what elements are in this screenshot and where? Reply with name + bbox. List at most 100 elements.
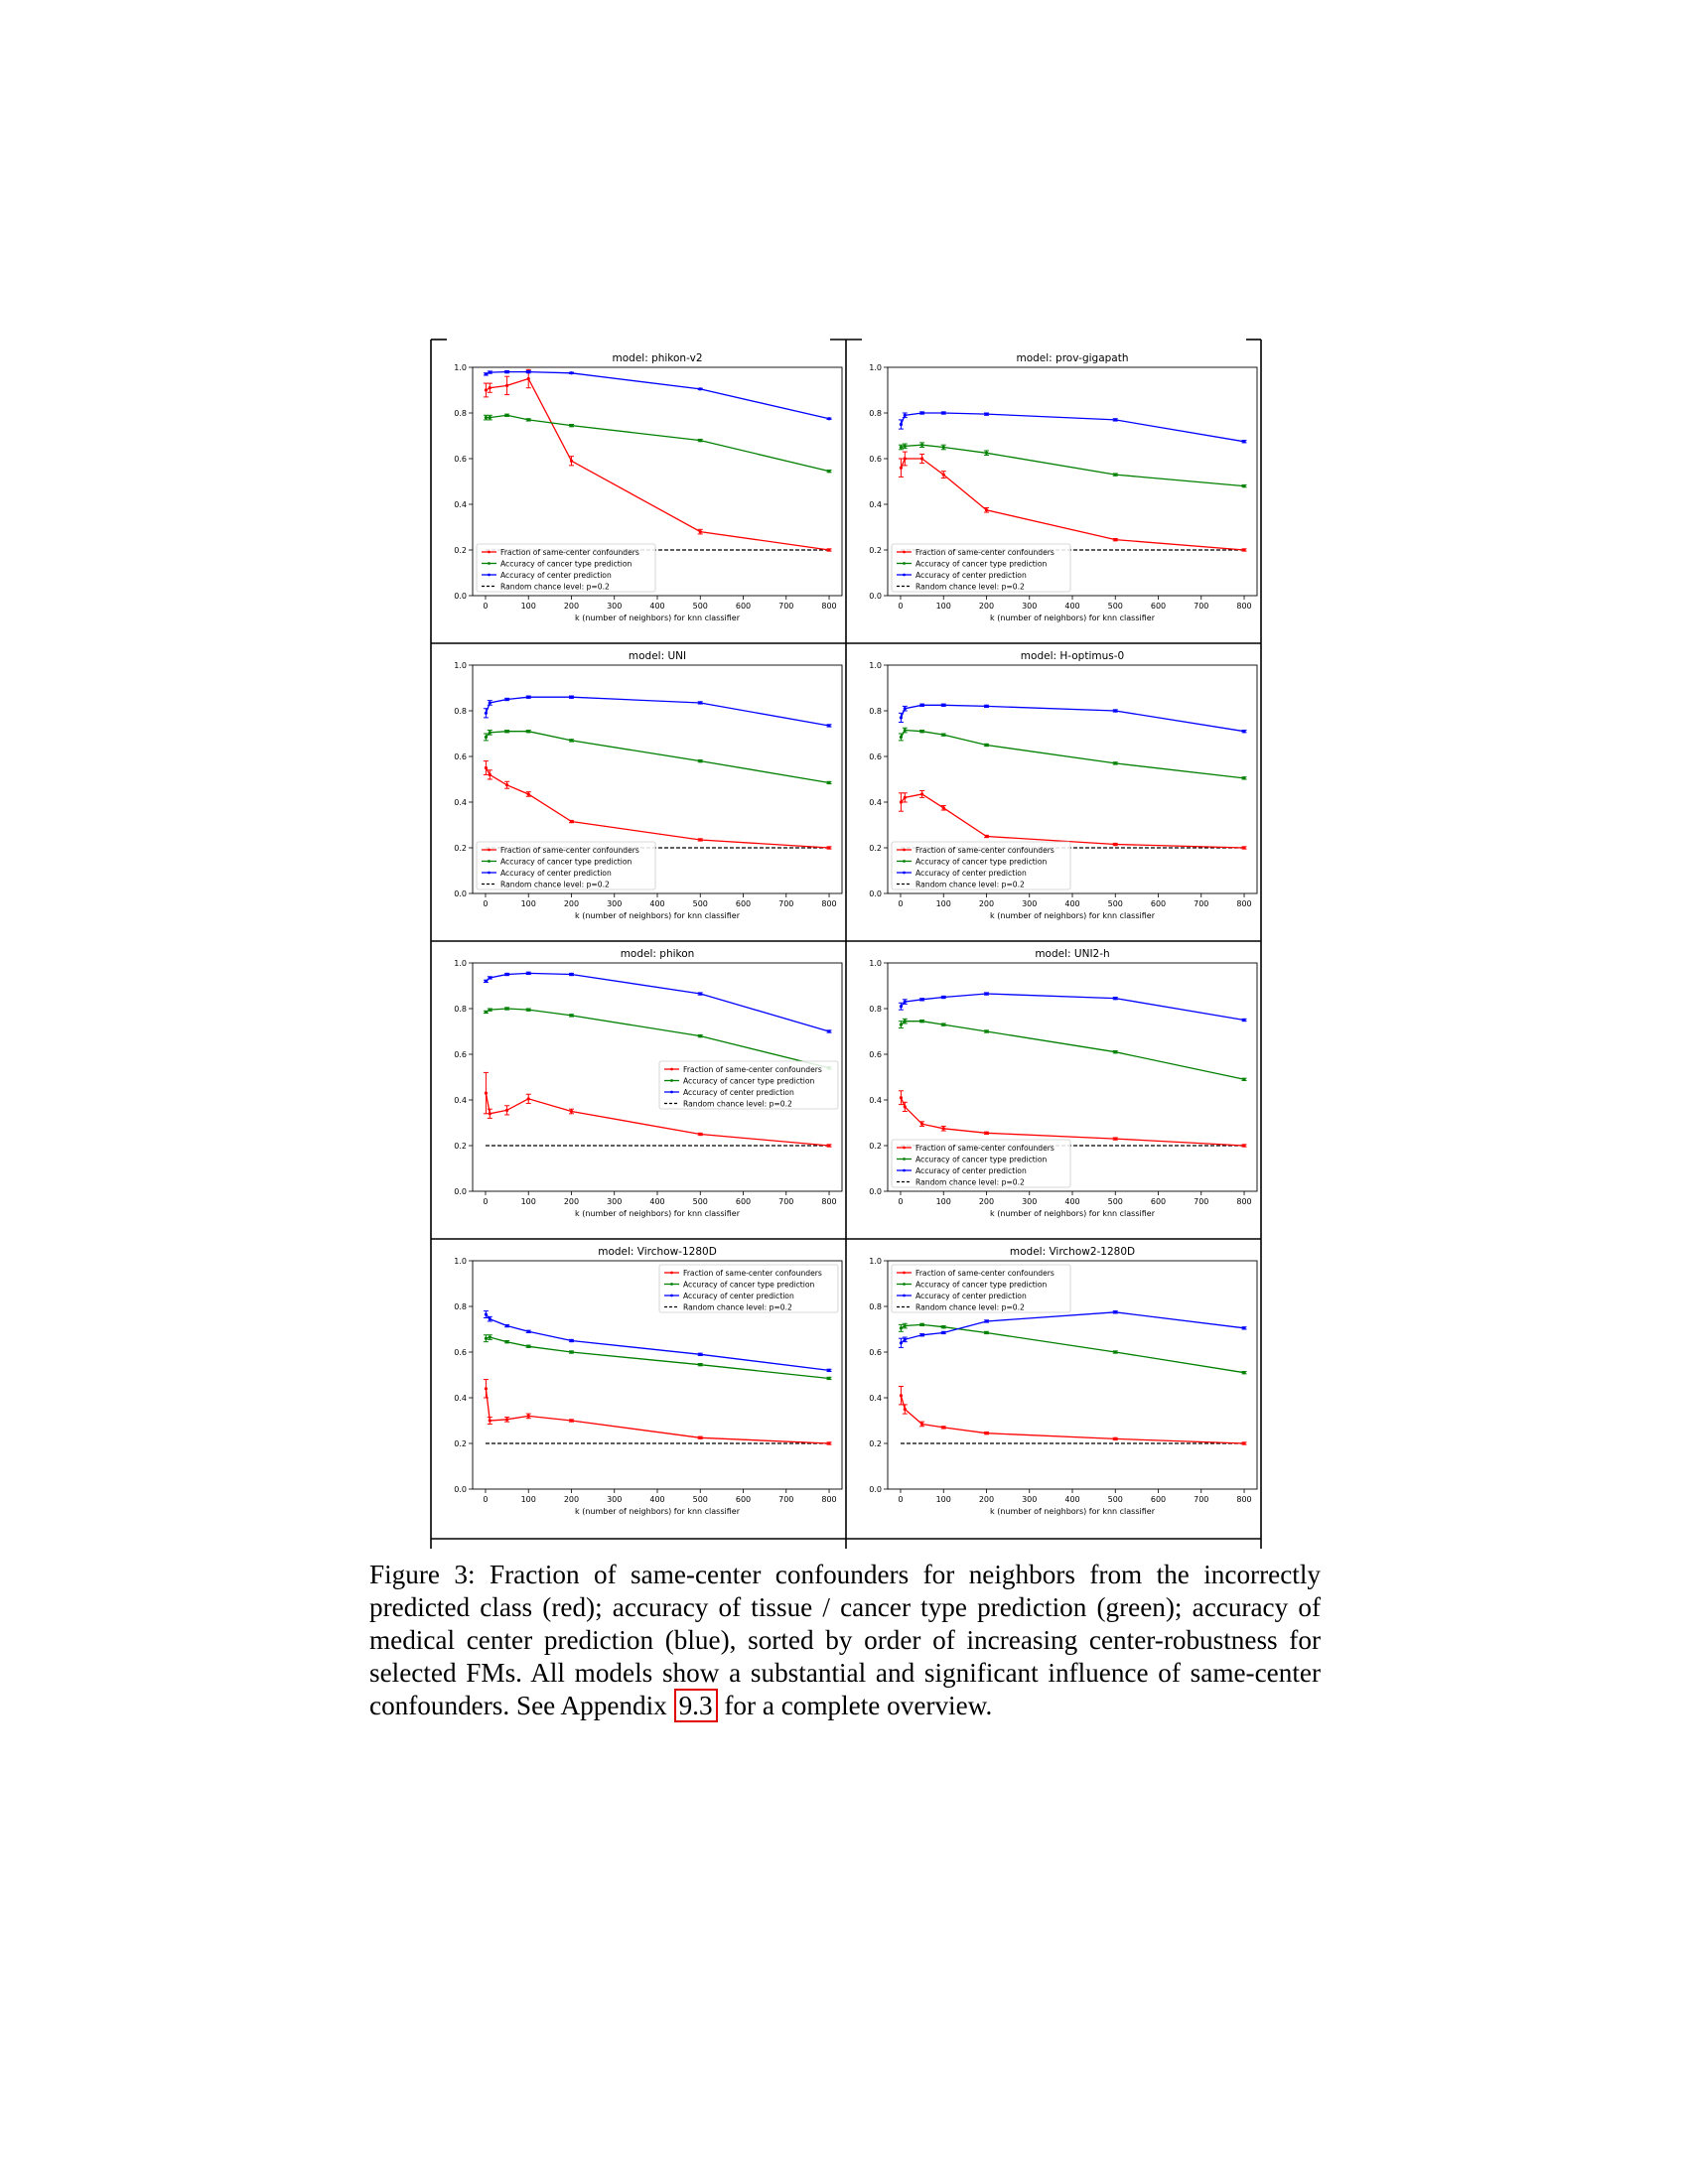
x-tick-label: 200 [979, 1495, 994, 1504]
x-tick-label: 600 [736, 602, 751, 611]
x-tick-label: 300 [607, 899, 622, 908]
y-tick-label: 0.6 [454, 455, 467, 464]
data-point-same_center [1113, 538, 1117, 542]
x-tick-label: 800 [1236, 602, 1251, 611]
data-point-cancer_type [1242, 1371, 1246, 1375]
chart-legend: Fraction of same-center confounders Accur… [476, 543, 656, 593]
legend-marker [903, 562, 906, 565]
data-point-same_center [920, 792, 924, 796]
legend-marker [903, 1158, 906, 1160]
series-line-cancer_type [901, 444, 1245, 487]
legend-label-random: Random chance level: p=0.2 [500, 880, 610, 888]
data-point-cancer_type [920, 1020, 924, 1024]
caption-text: Fraction of same-center confounders for … [369, 1560, 1321, 1720]
data-point-same_center [484, 388, 489, 392]
data-point-cancer_type [899, 1023, 904, 1026]
x-tick-label: 500 [693, 1197, 708, 1206]
y-tick-label: 0.2 [869, 1439, 882, 1448]
x-tick-label: 500 [1108, 899, 1123, 908]
y-tick-label: 0.4 [454, 1394, 467, 1403]
legend-marker [903, 550, 906, 554]
y-tick-label: 0.2 [869, 844, 882, 853]
x-tick-label: 200 [979, 1197, 994, 1206]
data-point-center [899, 716, 904, 720]
data-point-same_center [827, 846, 831, 850]
data-point-same_center [903, 1407, 907, 1412]
data-point-cancer_type [505, 1340, 509, 1344]
data-point-center [941, 703, 945, 707]
x-tick-label: 0 [898, 1495, 903, 1504]
x-tick-label: 700 [778, 602, 793, 611]
x-tick-label: 0 [483, 1495, 488, 1504]
x-tick-label: 700 [1194, 1197, 1208, 1206]
data-point-same_center [984, 1432, 989, 1435]
data-point-cancer_type [488, 1335, 492, 1339]
data-point-cancer_type [1242, 776, 1246, 780]
legend-marker [903, 573, 906, 577]
x-tick-label: 200 [564, 1495, 579, 1504]
legend-marker [670, 1283, 673, 1286]
legend-box [476, 841, 656, 890]
data-point-center [484, 979, 489, 984]
x-tick-label: 700 [778, 1495, 793, 1504]
y-tick-label: 0.8 [454, 707, 467, 716]
legend-label-random: Random chance level: p=0.2 [683, 1302, 792, 1311]
x-tick-label: 0 [483, 899, 488, 908]
y-tick-label: 0.0 [454, 889, 467, 898]
data-point-cancer_type [569, 1350, 574, 1354]
legend-marker [903, 860, 906, 863]
data-point-same_center [526, 1097, 530, 1101]
legend-label-center: Accuracy of center prediction [683, 1292, 794, 1300]
y-tick-label: 0.4 [454, 798, 467, 807]
legend-label-cancer_type: Accuracy of cancer type prediction [500, 857, 633, 866]
data-point-cancer_type [526, 730, 530, 734]
data-point-same_center [505, 1418, 509, 1422]
data-point-center [827, 1368, 831, 1372]
x-tick-label: 600 [1151, 602, 1166, 611]
data-point-same_center [488, 1112, 492, 1116]
data-point-cancer_type [526, 1344, 530, 1348]
y-tick-label: 0.6 [869, 455, 882, 464]
legend-label-random: Random chance level: p=0.2 [915, 880, 1025, 888]
data-point-same_center [505, 783, 509, 787]
data-point-same_center [484, 1091, 489, 1095]
series-line-same_center [486, 377, 830, 551]
data-point-same_center [698, 1132, 702, 1137]
figure-caption: Figure 3: Fraction of same-center confou… [369, 1559, 1321, 1722]
data-point-same_center [569, 1109, 574, 1114]
legend-label-cancer_type: Accuracy of cancer type prediction [915, 1155, 1048, 1163]
x-tick-label: 0 [898, 899, 903, 908]
legend-label-center: Accuracy of center prediction [500, 571, 612, 580]
x-tick-label: 500 [693, 602, 708, 611]
x-tick-label: 800 [821, 1495, 836, 1504]
y-tick-label: 0.6 [454, 752, 467, 761]
data-point-center [698, 387, 702, 391]
x-tick-label: 100 [936, 1197, 951, 1206]
data-point-same_center [505, 383, 509, 387]
legend-label-same_center: Fraction of same-center confounders [683, 1269, 822, 1278]
y-tick-label: 1.0 [454, 1257, 467, 1266]
chart-title: model: Virchow2-1280D [1010, 1246, 1135, 1258]
data-point-cancer_type [698, 1034, 702, 1038]
data-point-center [827, 1029, 831, 1033]
legend-label-random: Random chance level: p=0.2 [500, 582, 610, 591]
figure-panel-grid: model: phikon-v2 0.0 0.2 0.4 0.6 0.8 1.0 0 100 20… [430, 339, 1262, 1549]
legend-marker [488, 848, 491, 852]
data-point-cancer_type [526, 1008, 530, 1012]
data-point-center [1113, 709, 1117, 713]
appendix-reference-link[interactable]: 9.3 [673, 1689, 718, 1722]
x-tick-label: 200 [979, 899, 994, 908]
y-tick-label: 0.6 [454, 1050, 467, 1059]
legend-marker [903, 848, 906, 852]
x-tick-label: 200 [564, 602, 579, 611]
series-line-center [485, 1313, 830, 1372]
x-tick-label: 700 [778, 1197, 793, 1206]
legend-label-same_center: Fraction of same-center confounders [915, 1144, 1055, 1153]
chart-title: model: H-optimus-0 [1021, 650, 1124, 662]
x-tick-label: 0 [898, 602, 903, 611]
legend-label-cancer_type: Accuracy of cancer type prediction [683, 1076, 815, 1085]
data-point-center [488, 370, 492, 374]
y-tick-label: 0.8 [869, 409, 882, 418]
y-tick-label: 1.0 [869, 363, 882, 372]
data-point-cancer_type [941, 733, 945, 737]
